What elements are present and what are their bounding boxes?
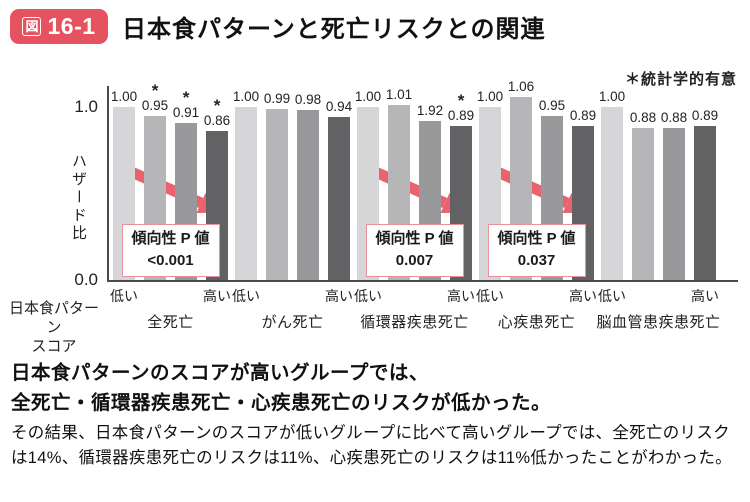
- x-axis-line: [107, 280, 738, 282]
- bar-value-label: 0.98: [294, 92, 322, 107]
- p-value-label: 傾向性 P 値: [131, 230, 210, 247]
- p-value-box: 傾向性 P 値 <0.001: [121, 224, 220, 277]
- significance-asterisk: *: [213, 96, 221, 115]
- summary-body: その結果、日本食パターンのスコアが低いグループに比べて高いグループでは、全死亡の…: [11, 424, 732, 467]
- score-high-label: 高い: [569, 288, 597, 304]
- bar-value-label: 1.00: [232, 89, 260, 104]
- bar: [694, 126, 716, 280]
- group-label: 循環器疾患死亡: [360, 314, 469, 331]
- score-low-label: 低い: [354, 288, 382, 304]
- bar-value-label: 0.88: [660, 110, 688, 125]
- score-high-label: 高い: [203, 288, 231, 304]
- y-axis-line: [107, 86, 109, 282]
- bar-value-label: 0.88: [629, 110, 657, 125]
- bar-value-label: 0.94: [325, 99, 353, 114]
- bar-value-label: 0.95: [141, 98, 169, 113]
- bar-value-label: 0.89: [569, 108, 597, 123]
- p-value-box: 傾向性 P 値 0.007: [365, 224, 464, 277]
- bar: [601, 107, 623, 280]
- group-label: 心疾患死亡: [497, 314, 576, 331]
- x-axis-label-line2: スコア: [31, 337, 77, 355]
- group-label: がん死亡: [261, 314, 324, 331]
- bar-value-label: 1.06: [507, 79, 535, 94]
- p-value-label: 傾向性 P 値: [497, 230, 576, 247]
- significance-note: ＊統計学的有意: [624, 71, 737, 88]
- p-value-box: 傾向性 P 値 0.037: [487, 224, 586, 277]
- score-low-label: 低い: [110, 288, 138, 304]
- bar: [235, 107, 257, 280]
- figure-number: 16-1: [47, 13, 96, 39]
- bar-value-label: 1.00: [110, 89, 138, 104]
- group-label: 脳血管患疾患死亡: [596, 314, 721, 331]
- bar-chart: ＊統計学的有意 1.0 0.0 ハザード比 日本食パターン スコア 1.00 0.…: [0, 60, 750, 355]
- significance-asterisk: *: [457, 91, 465, 110]
- score-high-label: 高い: [325, 288, 353, 304]
- bar: [632, 128, 654, 280]
- summary-block: 日本食パターンのスコアが高いグループでは、 全死亡・循環器疾患死亡・心疾患死亡の…: [11, 358, 741, 470]
- summary-bold-line-2: 全死亡・循環器疾患死亡・心疾患死亡のリスクが低かった。: [11, 392, 552, 415]
- bar-value-label: 0.91: [172, 105, 200, 120]
- figure-label-zu: 図: [22, 17, 42, 36]
- bar-value-label: 0.89: [691, 108, 719, 123]
- bar: [266, 109, 288, 280]
- x-axis-label: 日本食パターン スコア: [2, 300, 106, 356]
- bar-value-label: 0.86: [203, 113, 231, 128]
- y-axis-label: ハザード比: [70, 153, 87, 243]
- bar: [663, 128, 685, 280]
- score-high-label: 高い: [447, 288, 475, 304]
- score-low-label: 低い: [232, 288, 260, 304]
- y-tick-0: 0.0: [74, 270, 98, 289]
- p-value: 0.037: [517, 251, 556, 269]
- score-low-label: 低い: [598, 288, 626, 304]
- page-title: 日本食パターンと死亡リスクとの関連: [122, 16, 546, 43]
- x-axis-label-line1: 日本食パターン: [8, 300, 99, 336]
- bar-value-label: 0.95: [538, 98, 566, 113]
- summary-bold-line-1: 日本食パターンのスコアが高いグループでは、: [11, 362, 429, 384]
- bar-value-label: 1.00: [354, 89, 382, 104]
- group-label: 全死亡: [147, 314, 194, 331]
- figure-number-badge: 図 16-1: [10, 9, 108, 44]
- bar: [297, 110, 319, 280]
- bar-value-label: 1.00: [476, 89, 504, 104]
- score-high-label: 高い: [691, 288, 719, 304]
- bar: [328, 117, 350, 280]
- y-tick-1: 1.0: [74, 97, 98, 116]
- significance-asterisk: *: [151, 81, 159, 100]
- bar-value-label: 0.99: [263, 91, 291, 106]
- bar-value-label: 1.92: [416, 103, 444, 118]
- score-low-label: 低い: [476, 288, 504, 304]
- bar-value-label: 1.00: [598, 89, 626, 104]
- p-value-label: 傾向性 P 値: [375, 230, 454, 247]
- p-value: <0.001: [147, 251, 194, 269]
- figure-header: 図 16-1 日本食パターンと死亡リスクとの関連: [10, 9, 546, 44]
- bar-value-label: 1.01: [385, 87, 413, 102]
- significance-asterisk: *: [182, 88, 190, 107]
- p-value: 0.007: [395, 251, 434, 269]
- bar-value-label: 0.89: [447, 108, 475, 123]
